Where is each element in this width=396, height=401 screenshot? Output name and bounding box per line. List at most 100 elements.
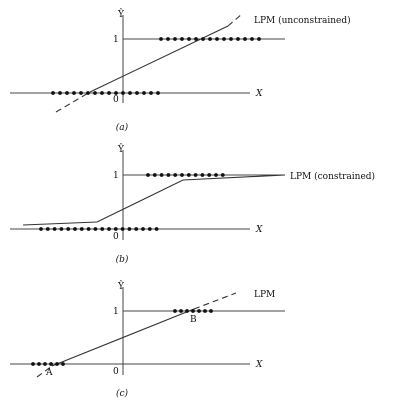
observation-dot	[220, 173, 225, 177]
observation-dot	[100, 227, 105, 231]
observation-dot	[93, 91, 97, 95]
panel-a-fit-line-lower-extension	[55, 91, 91, 113]
observation-dot	[191, 309, 195, 313]
panel-c-x-axis-label: X	[255, 360, 263, 370]
panel-c-fit-line-upper-extension	[193, 292, 237, 310]
observation-dot	[187, 37, 191, 41]
panel-c-point-a-label: A	[45, 368, 53, 378]
panel-b-caption: (b)	[116, 254, 129, 265]
observation-dot	[207, 173, 212, 177]
panel-b-tick-one: 1	[113, 171, 119, 181]
observation-dot	[39, 227, 43, 231]
observation-dot	[37, 362, 41, 366]
observation-dot	[173, 37, 177, 41]
panel-a-fit-line-upper-extension	[227, 13, 243, 27]
observation-dot	[59, 227, 64, 231]
observation-dot	[141, 227, 145, 231]
observation-dot	[193, 173, 198, 177]
panel-a-observations-zero	[51, 91, 160, 95]
panel-b-fit-line	[22, 174, 286, 226]
observation-dot	[159, 37, 163, 41]
observation-dot	[107, 91, 111, 95]
panel-a-fit-line	[89, 25, 229, 93]
observation-dot	[215, 37, 219, 41]
observation-dot	[61, 362, 65, 366]
observation-dot	[113, 227, 118, 231]
observation-dot	[194, 37, 198, 41]
observation-dot	[128, 91, 132, 95]
observation-dot	[173, 309, 177, 313]
observation-dot	[208, 37, 212, 41]
observation-dot	[156, 91, 160, 95]
observation-dot	[73, 227, 77, 231]
observation-dot	[51, 91, 55, 95]
panel-a: Ŷ 1 0 X LPM (unconstrained) (a)	[10, 8, 351, 133]
observation-dot	[107, 227, 111, 231]
observation-dot	[31, 362, 35, 366]
observation-dot	[209, 309, 213, 313]
observation-dot	[149, 91, 153, 95]
panel-c-origin-label: 0	[113, 367, 119, 377]
panel-a-origin-label: 0	[113, 95, 119, 105]
observation-dot	[135, 91, 139, 95]
observation-dot	[45, 227, 50, 231]
observation-dot	[166, 37, 170, 41]
panel-a-line-label: LPM (unconstrained)	[254, 15, 351, 26]
observation-dot	[180, 173, 184, 177]
observation-dot	[58, 91, 62, 95]
observation-dot	[65, 91, 69, 95]
panel-c-observations-zero	[31, 362, 65, 366]
observation-dot	[121, 91, 125, 95]
observation-dot	[142, 91, 146, 95]
panel-c-observations-one	[173, 309, 213, 313]
panel-a-y-axis-label: Ŷ	[117, 8, 125, 20]
panel-b-y-axis-label: Ŷ	[117, 143, 125, 155]
observation-dot	[154, 227, 159, 231]
panel-c: Ŷ 1 0 X LPM A B (c)	[10, 280, 285, 399]
observation-dot	[236, 37, 240, 41]
observation-dot	[200, 173, 205, 177]
observation-dot	[79, 227, 84, 231]
observation-dot	[55, 362, 59, 366]
panel-c-fit-line	[51, 308, 195, 367]
observation-dot	[222, 37, 226, 41]
observation-dot	[120, 227, 125, 231]
panel-b-x-axis-label: X	[255, 225, 263, 235]
observation-dot	[52, 227, 57, 231]
observation-dot	[100, 91, 104, 95]
observation-dot	[214, 173, 218, 177]
observation-dot	[114, 91, 118, 95]
panel-a-observations-one	[159, 37, 261, 41]
observation-dot	[229, 37, 233, 41]
panel-a-caption: (a)	[116, 122, 129, 133]
observation-dot	[201, 37, 205, 41]
observation-dot	[146, 173, 150, 177]
panel-c-caption: (c)	[116, 388, 129, 399]
panel-a-x-axis-label: X	[255, 89, 263, 99]
observation-dot	[159, 173, 164, 177]
panel-b: Ŷ 1 0 X LPM (constrained) (b)	[10, 143, 375, 265]
panel-b-observations-zero	[39, 227, 159, 231]
panel-a-tick-one: 1	[113, 35, 119, 45]
observation-dot	[147, 227, 152, 231]
observation-dot	[43, 362, 47, 366]
observation-dot	[250, 37, 254, 41]
observation-dot	[173, 173, 178, 177]
observation-dot	[257, 37, 261, 41]
panel-c-line-label: LPM	[254, 290, 275, 300]
panel-b-origin-label: 0	[113, 232, 119, 242]
observation-dot	[185, 309, 189, 313]
observation-dot	[166, 173, 171, 177]
panel-b-observations-one	[146, 173, 225, 177]
observation-dot	[93, 227, 98, 231]
observation-dot	[180, 37, 184, 41]
observation-dot	[197, 309, 201, 313]
observation-dot	[72, 91, 76, 95]
observation-dot	[49, 362, 53, 366]
panel-c-point-b-label: B	[190, 315, 197, 325]
observation-dot	[79, 91, 83, 95]
observation-dot	[86, 227, 91, 231]
observation-dot	[152, 173, 157, 177]
observation-dot	[127, 227, 132, 231]
